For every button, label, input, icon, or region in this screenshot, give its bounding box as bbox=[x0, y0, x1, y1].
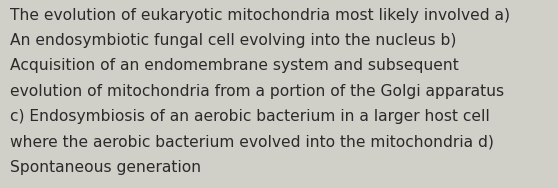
Text: Spontaneous generation: Spontaneous generation bbox=[10, 160, 201, 175]
Text: Acquisition of an endomembrane system and subsequent: Acquisition of an endomembrane system an… bbox=[10, 58, 459, 73]
Text: where the aerobic bacterium evolved into the mitochondria d): where the aerobic bacterium evolved into… bbox=[10, 134, 494, 149]
Text: An endosymbiotic fungal cell evolving into the nucleus b): An endosymbiotic fungal cell evolving in… bbox=[10, 33, 456, 48]
Text: The evolution of eukaryotic mitochondria most likely involved a): The evolution of eukaryotic mitochondria… bbox=[10, 8, 510, 23]
Text: evolution of mitochondria from a portion of the Golgi apparatus: evolution of mitochondria from a portion… bbox=[10, 84, 504, 99]
Text: c) Endosymbiosis of an aerobic bacterium in a larger host cell: c) Endosymbiosis of an aerobic bacterium… bbox=[10, 109, 490, 124]
